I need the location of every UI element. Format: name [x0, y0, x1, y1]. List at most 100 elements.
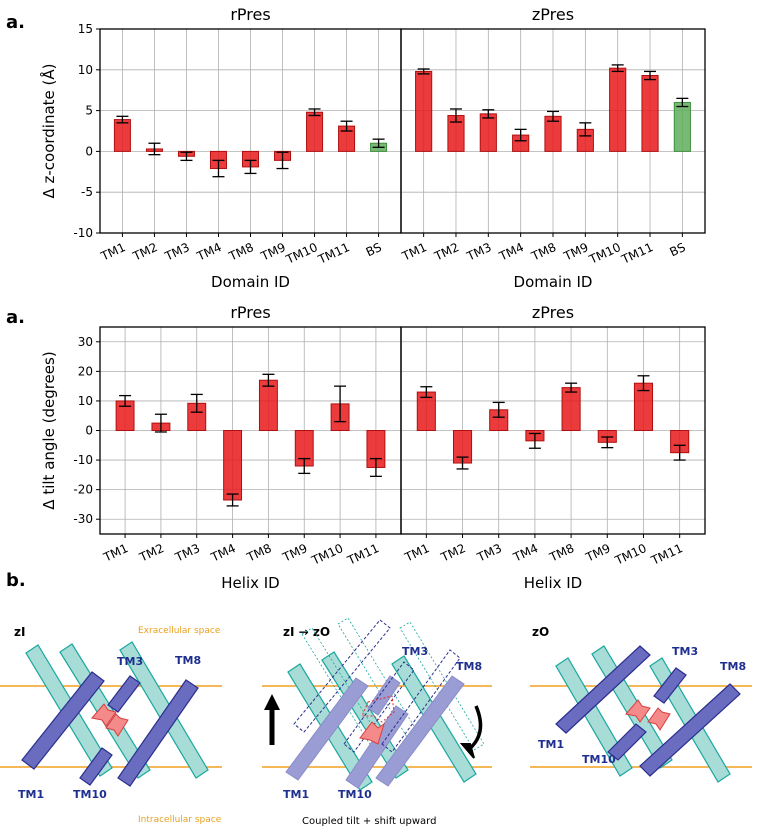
x-tick-label: TM1: [98, 240, 128, 264]
x-tick-label: TM9: [583, 541, 613, 565]
x-tick-label: BS: [668, 240, 688, 259]
helix-tm8: [639, 683, 741, 777]
x-tick-label: TM10: [586, 240, 623, 267]
x-tick-label: TM2: [438, 541, 468, 565]
x-tick-label: TM2: [431, 240, 461, 264]
panel-label-a2: a.: [6, 307, 25, 328]
bar: [561, 387, 581, 431]
x-tick-label: TM11: [619, 240, 656, 267]
state-label-transition: zI → zO: [283, 625, 330, 639]
x-tick-label: TM10: [283, 240, 320, 267]
x-tick-label: BS: [364, 240, 384, 259]
chart-title: zPres: [532, 5, 574, 24]
x-tick-label: TM1: [101, 541, 131, 565]
helix-teal: [119, 641, 209, 779]
bar: [113, 119, 131, 152]
x-tick-label: TM4: [496, 240, 526, 264]
y-tick-label: 0: [85, 424, 93, 438]
bar: [258, 379, 278, 432]
bar: [223, 430, 243, 501]
x-tick-label: TM3: [474, 541, 504, 565]
chart-zpres-tilt: TM1 TM2 TM3 TM4 TM8 TM9 TM10 TM11 zPres Helix ID: [400, 303, 706, 592]
label-tm1-right: TM1: [538, 738, 564, 751]
label-tm10-left: TM10: [73, 788, 107, 801]
bar: [609, 67, 627, 152]
x-tick-label: TM3: [464, 240, 494, 264]
tilt-arrowhead-icon: [459, 743, 475, 759]
x-tick-label: TM9: [280, 541, 310, 565]
x-tick-label: TM11: [344, 541, 381, 568]
y-tick-label: 15: [78, 22, 93, 36]
arrow-up-icon: [91, 703, 117, 727]
x-tick-label: TM11: [315, 240, 352, 267]
helix-tm3: [367, 675, 401, 716]
x-tick-label: TM3: [172, 541, 202, 565]
shift-up-arrowhead-icon: [264, 694, 280, 710]
y-tick-label: 10: [78, 394, 93, 408]
y-tick-label: -30: [73, 512, 93, 526]
y-axis-label: Δ z-coordinate (Å): [39, 63, 58, 198]
state-label-zo: zO: [532, 625, 549, 639]
y-tick-label: -10: [73, 226, 93, 240]
x-tick-label: TM1: [399, 240, 429, 264]
x-tick-label: TM9: [561, 240, 591, 264]
extracellular-label: Exracellular space: [138, 626, 221, 636]
x-tick-label: TM8: [244, 541, 274, 565]
helix-tm8: [375, 675, 465, 787]
helix-diagram: zI Exracellular space Intracellular spac…: [0, 617, 752, 827]
arrow-outline-icon: [361, 695, 395, 723]
x-tick-label: TM8: [528, 240, 558, 264]
helix-outline-tm8: [381, 649, 461, 753]
y-tick-label: -10: [73, 453, 93, 467]
x-tick-label: TM11: [648, 541, 685, 568]
helix-tm8: [117, 679, 199, 787]
axes-frame: [400, 326, 706, 535]
label-tm1-left: TM1: [18, 788, 44, 801]
bar: [641, 75, 659, 152]
label-tm3-left: TM3: [117, 655, 143, 668]
panel-label-b: b.: [6, 570, 26, 591]
label-tm10-mid: TM10: [338, 788, 372, 801]
x-axis-label: Domain ID: [514, 273, 593, 291]
state-label-zi: zI: [14, 625, 25, 639]
x-axis-label: Helix ID: [221, 574, 279, 592]
chart-rpres-tilt: -30 -20 -10 0 10 20 30 Δ tilt angle (degrees) TM…: [40, 303, 402, 592]
chart-title: zPres: [532, 303, 574, 322]
y-tick-label: -5: [81, 185, 93, 199]
chart-title: rPres: [230, 303, 270, 322]
x-tick-label: TM4: [510, 541, 540, 565]
y-axis-label: Δ tilt angle (degrees): [40, 351, 58, 509]
x-tick-label: TM4: [194, 240, 224, 264]
arrow-up-icon: [625, 699, 651, 723]
x-axis-label: Helix ID: [524, 574, 582, 592]
x-tick-label: TM2: [130, 240, 160, 264]
label-tm8-right: TM8: [720, 660, 746, 673]
x-tick-label: TM10: [309, 541, 346, 568]
intracellular-label: Intracellular space: [138, 815, 222, 825]
x-tick-label: TM10: [612, 541, 649, 568]
y-tick-label: 10: [78, 63, 93, 77]
diagram-caption: Coupled tilt + shift upward: [302, 816, 436, 827]
x-tick-label: TM3: [162, 240, 192, 264]
y-tick-label: 30: [78, 335, 93, 349]
label-tm1-mid: TM1: [283, 788, 309, 801]
arrow-down-icon: [105, 713, 129, 737]
label-tm3-mid: TM3: [402, 645, 428, 658]
helix-tm3: [107, 675, 141, 713]
bar: [306, 111, 324, 152]
label-tm10-right: TM10: [582, 753, 616, 766]
x-tick-label: TM2: [136, 541, 166, 565]
diagram-zi: zI Exracellular space Intracellular spac…: [0, 625, 222, 825]
y-tick-label: -20: [73, 483, 93, 497]
bar: [479, 113, 497, 152]
helix-tm1: [21, 671, 105, 770]
x-tick-label: TM9: [258, 240, 288, 264]
chart-title: rPres: [230, 5, 270, 24]
arrow-icon: [359, 721, 385, 745]
x-tick-label: TM4: [208, 541, 238, 565]
y-tick-label: 20: [78, 364, 93, 378]
label-tm8-mid: TM8: [456, 660, 482, 673]
arrow-down-icon: [647, 707, 671, 731]
